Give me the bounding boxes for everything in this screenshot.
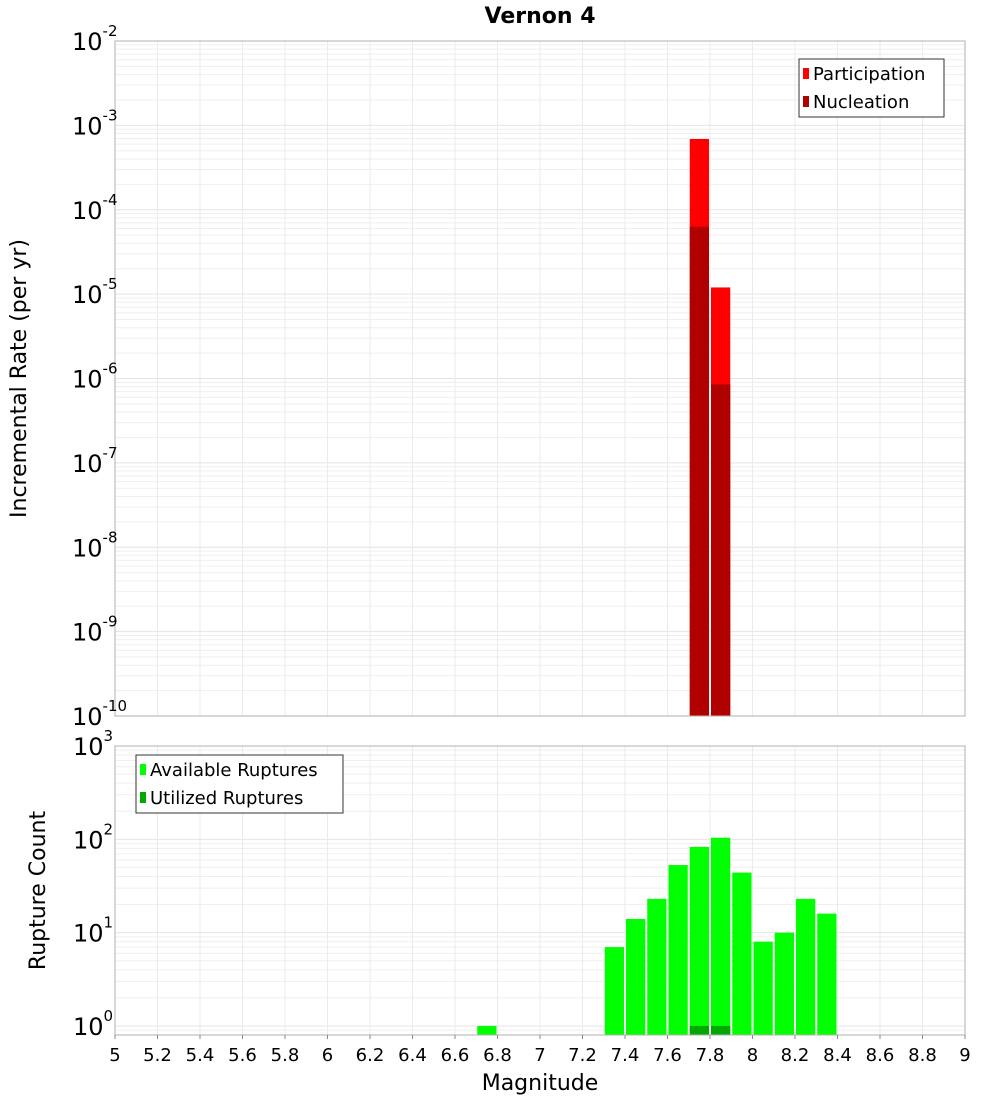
legend-swatch (140, 764, 146, 775)
x-tick-label: 7.4 (611, 1045, 640, 1066)
x-tick-label: 6.2 (356, 1045, 385, 1066)
legend-swatch (803, 68, 809, 79)
x-tick-label: 5 (109, 1045, 120, 1066)
y-axis-label: Rupture Count (26, 811, 51, 971)
bar-available-ruptures (689, 846, 709, 1035)
x-tick-label: 5.8 (271, 1045, 300, 1066)
x-tick-label: 9 (959, 1045, 970, 1066)
bar-available-ruptures (647, 898, 667, 1035)
x-tick-label: 6.4 (398, 1045, 427, 1066)
x-tick-label: 8.2 (781, 1045, 810, 1066)
x-tick-label: 5.6 (228, 1045, 257, 1066)
legend-label: Utilized Ruptures (150, 788, 303, 809)
y-tick-label: 10-10 (72, 697, 127, 731)
x-tick-label: 8 (747, 1045, 758, 1066)
legend-box (135, 754, 344, 814)
y-tick-label: 101 (73, 914, 113, 948)
bar-available-ruptures (477, 1025, 497, 1035)
x-tick-label: 7.8 (696, 1045, 725, 1066)
x-tick-label: 7.6 (653, 1045, 682, 1066)
bar-available-ruptures (732, 872, 752, 1035)
x-tick-label: 5.2 (143, 1045, 172, 1066)
x-tick-label: 7 (534, 1045, 545, 1066)
y-tick-label: 10-9 (72, 613, 118, 647)
bar-utilized-ruptures (689, 1025, 709, 1035)
bar-available-ruptures (817, 913, 837, 1035)
x-axis-label: Magnitude (482, 1071, 599, 1096)
y-tick-label: 10-8 (72, 528, 118, 562)
plot-frame (114, 40, 966, 717)
bar-available-ruptures (711, 837, 731, 1035)
legend-label: Nucleation (813, 92, 909, 113)
chart-title: Vernon 4 (485, 4, 596, 29)
y-tick-label: 100 (73, 1007, 113, 1041)
bar-nucleation (711, 384, 731, 716)
bar-available-ruptures (753, 941, 773, 1035)
x-tick-label: 5.4 (186, 1045, 215, 1066)
bar-available-ruptures (774, 932, 794, 1035)
x-tick-label: 6.6 (441, 1045, 470, 1066)
y-tick-label: 10-3 (72, 106, 118, 140)
y-tick-label: 102 (73, 820, 113, 854)
bar-utilized-ruptures (711, 1025, 731, 1035)
y-tick-label: 10-7 (72, 444, 118, 478)
x-tick-label: 8.8 (908, 1045, 937, 1066)
legend-swatch (803, 96, 809, 107)
y-tick-label: 10-6 (72, 360, 118, 394)
x-tick-label: 7.2 (568, 1045, 597, 1066)
x-tick-label: 6 (322, 1045, 333, 1066)
legend-label: Participation (813, 64, 925, 85)
y-axis-label: Incremental Rate (per yr) (7, 239, 32, 518)
bar-available-ruptures (604, 947, 624, 1035)
legend-box (798, 58, 945, 118)
bar-available-ruptures (796, 898, 816, 1035)
bar-nucleation (689, 226, 709, 716)
x-tick-label: 6.8 (483, 1045, 512, 1066)
y-tick-label: 10-2 (72, 22, 118, 56)
legend-label: Available Ruptures (150, 760, 318, 781)
bar-available-ruptures (626, 919, 646, 1035)
y-tick-label: 10-4 (72, 191, 118, 225)
y-tick-label: 10-5 (72, 275, 118, 309)
x-tick-label: 8.6 (866, 1045, 895, 1066)
legend-swatch (140, 792, 146, 803)
y-tick-label: 103 (73, 727, 113, 761)
x-tick-label: 8.4 (823, 1045, 852, 1066)
bar-available-ruptures (668, 865, 688, 1035)
